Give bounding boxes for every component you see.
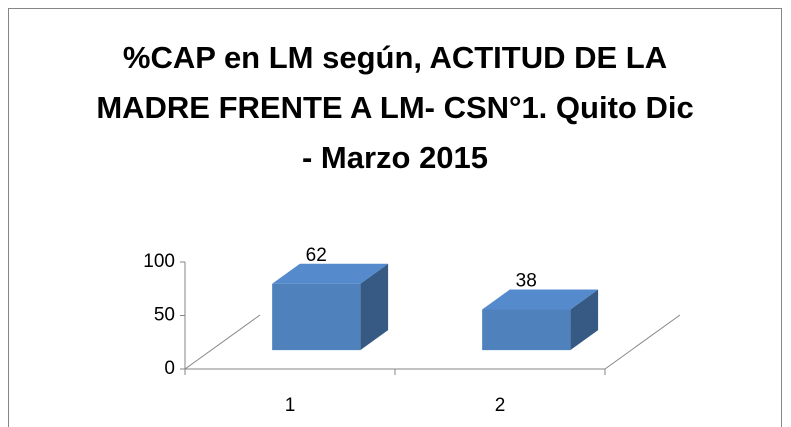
bar — [272, 283, 361, 351]
chart-frame — [8, 8, 782, 427]
floor-edge — [604, 314, 681, 370]
value-label: 62 — [306, 245, 327, 266]
value-label: 38 — [516, 270, 537, 291]
y-tick-label: 50 — [154, 305, 175, 326]
floor-edge — [184, 314, 261, 370]
y-tick-label: 100 — [143, 251, 175, 272]
chart-title: %CAP en LM según, ACTITUD DE LA MADRE FR… — [96, 40, 694, 175]
bar-side — [360, 263, 389, 351]
bar-top — [482, 289, 599, 310]
grid-line — [185, 315, 680, 369]
bar — [482, 309, 571, 351]
x-tick-label: 1 — [285, 395, 296, 416]
bar-side — [570, 289, 599, 351]
x-tick-label: 2 — [495, 395, 506, 416]
bar-top — [272, 263, 389, 284]
y-tick-label: 0 — [164, 358, 175, 379]
grid-line — [185, 208, 680, 262]
grid-line — [185, 262, 680, 316]
